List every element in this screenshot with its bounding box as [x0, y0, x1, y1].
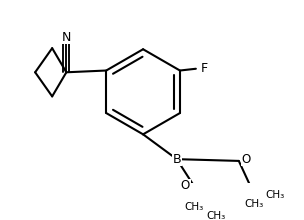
Text: CH₃: CH₃	[265, 190, 285, 200]
Text: O: O	[181, 179, 190, 192]
Text: B: B	[172, 153, 181, 166]
Text: CH₃: CH₃	[244, 199, 264, 209]
Text: O: O	[241, 153, 251, 166]
Text: CH₃: CH₃	[184, 202, 203, 212]
Text: N: N	[62, 31, 71, 44]
Text: F: F	[201, 62, 208, 75]
Text: CH₃: CH₃	[206, 211, 225, 220]
